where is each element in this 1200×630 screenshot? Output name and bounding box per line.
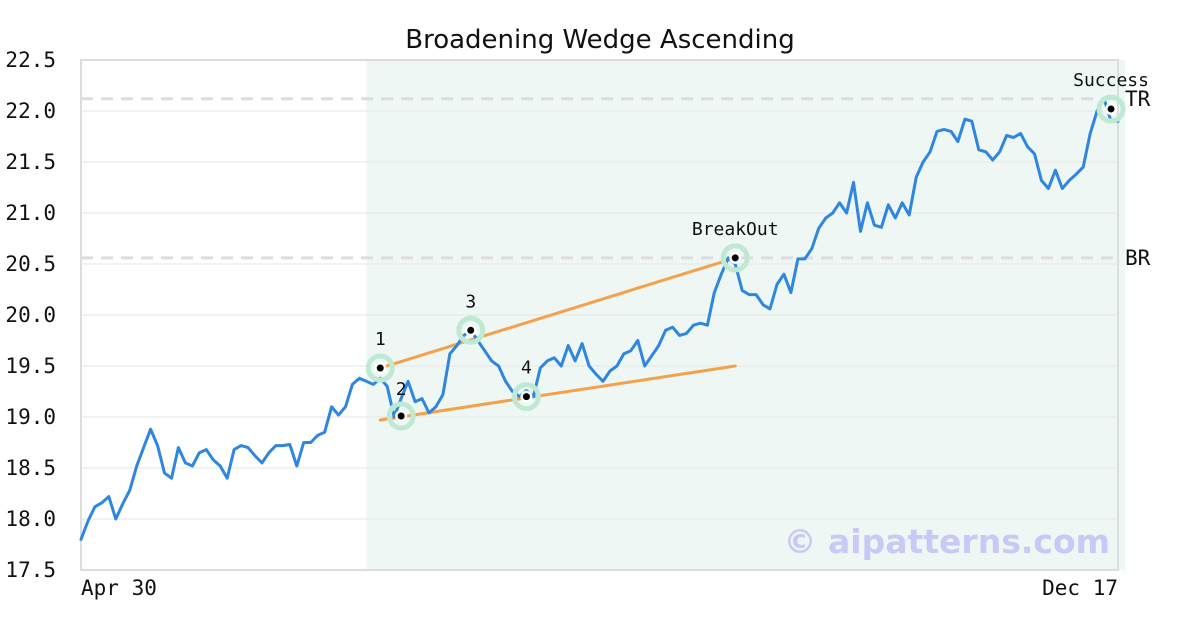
point-marker-dot <box>522 393 530 401</box>
y-tick-label: 21.0 <box>5 201 56 225</box>
y-tick-label: 22.5 <box>5 48 56 72</box>
point-label: BreakOut <box>692 219 779 240</box>
point-marker-dot <box>467 326 475 334</box>
point-marker-dot <box>397 412 405 420</box>
point-marker-dot <box>1107 105 1115 113</box>
trend-line <box>378 256 737 370</box>
y-tick-label: 18.5 <box>5 456 56 480</box>
plot-frame <box>80 59 1119 571</box>
point-marker-halo <box>456 315 486 345</box>
point-label: 3 <box>465 291 476 312</box>
y-tick-label: 19.0 <box>5 405 56 429</box>
point-marker-halo <box>365 353 395 383</box>
point-marker-dot <box>731 254 739 262</box>
y-tick-label: 20.5 <box>5 252 56 276</box>
x-tick-label-start: Apr 30 <box>81 576 157 600</box>
point-label: Success <box>1073 70 1149 91</box>
y-tick-label: 20.0 <box>5 303 56 327</box>
chart-title: Broadening Wedge Ascending <box>405 25 795 55</box>
point-label: 2 <box>396 379 407 400</box>
point-marker-halo <box>1096 94 1126 124</box>
watermark: © aipatterns.com <box>784 522 1110 561</box>
y-tick-label: 18.0 <box>5 507 56 531</box>
point-marker-halo <box>720 243 750 273</box>
point-marker-halo <box>511 382 541 412</box>
y-tick-label: 21.5 <box>5 150 56 174</box>
point-label: 1 <box>375 329 386 350</box>
trend-line <box>378 364 737 422</box>
point-marker-dot <box>376 364 384 372</box>
y-tick-label: 19.5 <box>5 354 56 378</box>
point-marker-halo <box>386 401 416 431</box>
price-line <box>79 97 1120 541</box>
y-tick-label: 17.5 <box>5 558 56 582</box>
point-label: 4 <box>521 358 532 379</box>
plot-area: 17.5 18.0 18.5 19.0 19.5 20.0 20.5 21.0 21.5 22.0… <box>5 48 1150 582</box>
level-label: TR <box>1125 87 1151 111</box>
level-label: BR <box>1125 246 1151 270</box>
y-tick-label: 22.0 <box>5 99 56 123</box>
x-tick-label-end: Dec 17 <box>1042 576 1118 600</box>
